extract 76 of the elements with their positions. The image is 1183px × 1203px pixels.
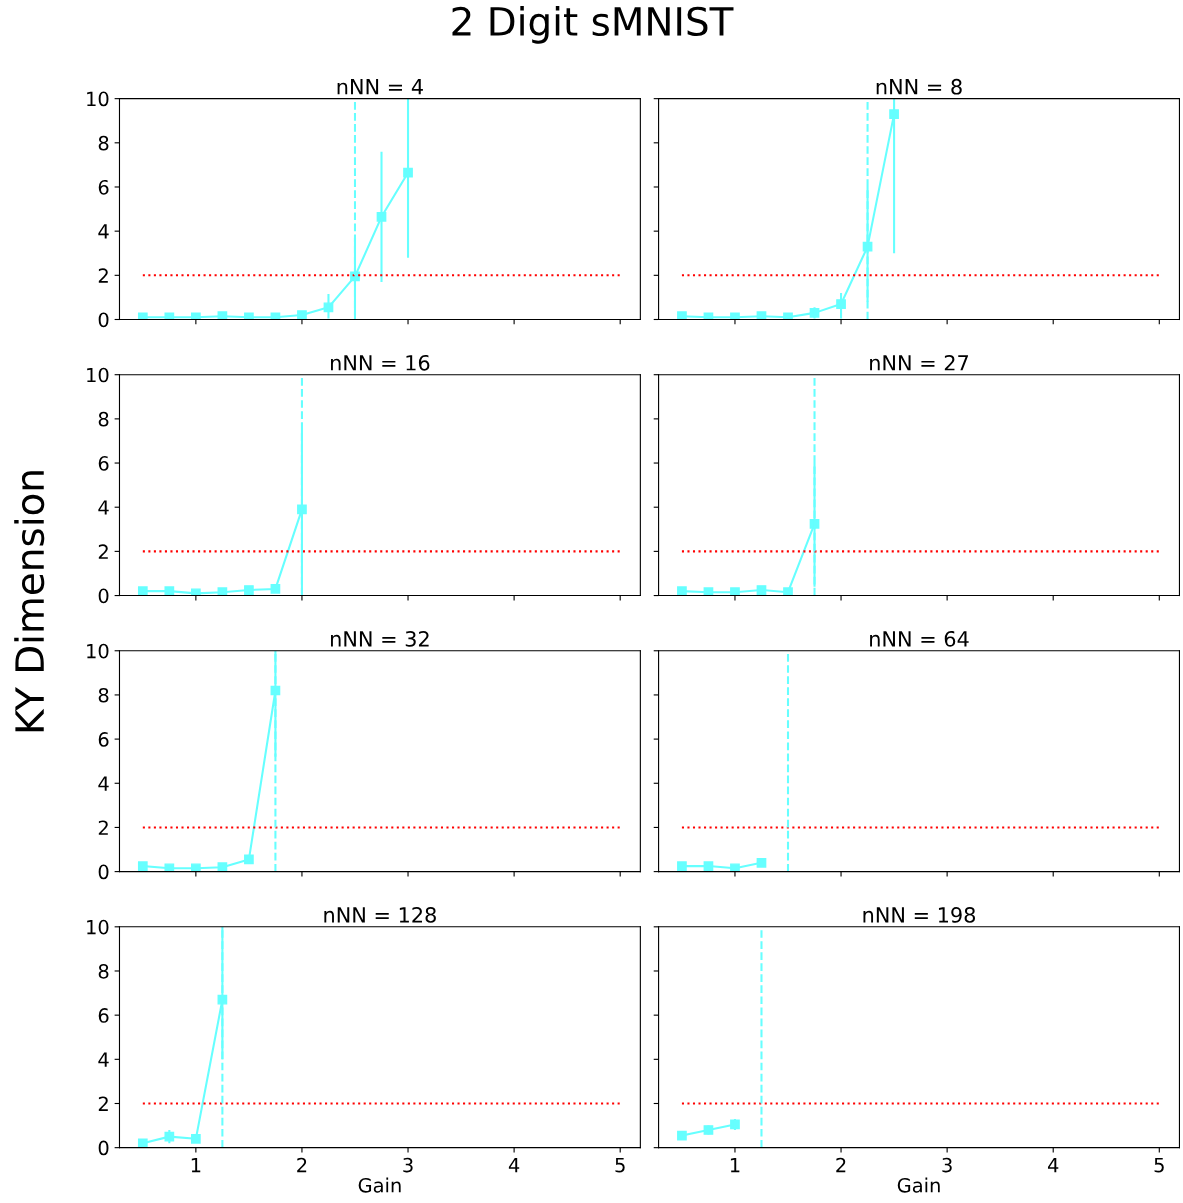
point [137,586,148,596]
point [137,312,148,320]
point [191,588,201,596]
x-tick-label: 3 [942,1157,952,1173]
y-tick-label: 6 [98,456,109,471]
chart-title: nNN = 198 [863,907,976,923]
point [703,312,714,320]
y-tick-label: 8 [98,687,109,703]
point [756,585,767,595]
point [244,854,254,865]
point [217,311,228,320]
y-tick-label: 2 [98,1096,108,1111]
point [191,1133,201,1144]
x-axis-title: Gain [358,1177,401,1193]
point [244,312,254,320]
x-tick-label: 4 [1047,1157,1059,1173]
point [217,862,228,872]
y-tick-label: 6 [98,179,109,195]
chart-title: nNN = 32 [331,630,429,647]
point [137,861,148,871]
x-tick-label: 2 [297,1157,307,1173]
point [756,311,767,320]
y-tick-label: 6 [98,732,109,747]
y-tick-label: 10 [87,91,109,107]
point [164,312,175,320]
x-tick-label: 2 [836,1157,846,1173]
chart-title: nNN = 8 [876,78,962,95]
point [191,312,201,320]
y-tick-label: 8 [98,135,109,151]
chart-title: nNN = 128 [324,907,436,923]
point [137,1138,148,1148]
text: 2 Digit sMNIST [452,6,734,44]
x-tick-label: 5 [615,1157,625,1173]
y-tick-label: 8 [98,411,109,427]
point [783,587,793,596]
x-tick-label: 1 [730,1157,740,1173]
point [191,863,201,872]
chart-title: nNN = 4 [337,79,423,95]
chart-title: nNN = 27 [870,354,969,371]
x-tick-label: 5 [1154,1157,1164,1173]
x-tick-label: 4 [508,1157,520,1173]
chart-title: nNN = 64 [870,630,969,647]
y-tick-label: 4 [98,224,109,239]
point [730,312,740,320]
x-tick-label: 1 [191,1157,201,1173]
point [703,587,714,596]
point [164,586,175,596]
y-tick-label: 0 [98,864,109,880]
y-tick-label: 4 [98,1052,109,1067]
y-tick-label: 0 [98,1140,109,1156]
x-tick-label: 3 [403,1157,413,1173]
y-tick-label: 10 [87,367,109,383]
chart-title: nNN = 16 [331,354,430,371]
x-axis-title: Gain [897,1177,940,1193]
point [677,586,687,596]
y-tick-label: 2 [98,268,108,283]
y-tick-label: 0 [98,588,109,604]
point [783,312,793,320]
y-tick-label: 6 [98,1008,109,1023]
y-tick-label: 0 [98,312,109,328]
y-tick-label: 8 [98,963,109,979]
y-tick-label: 10 [87,643,109,659]
point [730,587,740,596]
text: KY Dimension [14,471,45,732]
point [270,312,281,320]
y-tick-label: 10 [87,919,109,935]
point [217,587,228,596]
point [297,310,307,320]
point [270,584,281,594]
point [164,863,175,872]
y-tick-label: 4 [98,500,109,515]
point [244,585,254,595]
y-tick-label: 2 [98,820,108,835]
y-tick-label: 4 [98,776,109,791]
y-tick-label: 2 [98,544,108,559]
point [677,311,687,320]
